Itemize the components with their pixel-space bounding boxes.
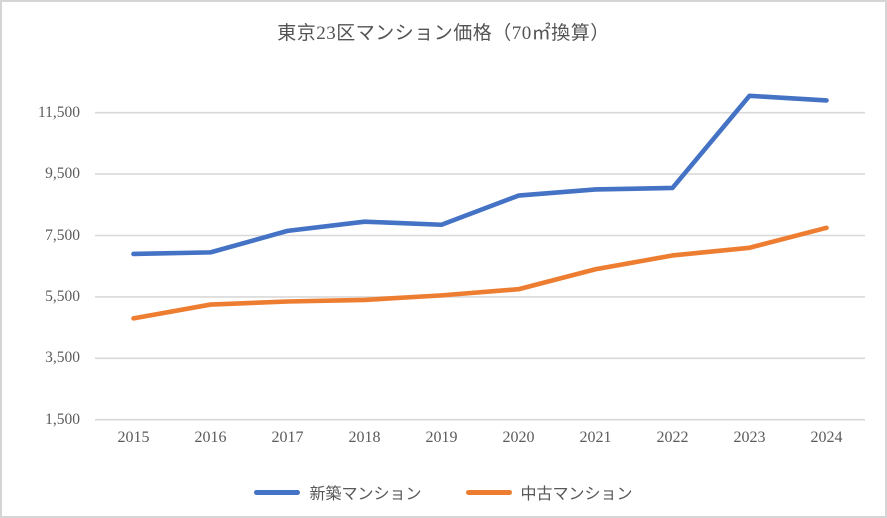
- x-tick-label: 2018: [348, 429, 381, 446]
- legend-line-swatch-new: [254, 489, 301, 495]
- legend-label-new: 新築マンション: [309, 486, 422, 503]
- x-tick-label: 2022: [656, 429, 689, 446]
- x-tick-label: 2016: [194, 429, 227, 446]
- y-tick-label: 1,500: [45, 410, 80, 428]
- x-tick-label: 2015: [117, 429, 150, 446]
- y-tick-label: 3,500: [45, 349, 80, 367]
- x-tick-label: 2020: [502, 429, 535, 446]
- x-tick-label: 2021: [579, 429, 612, 446]
- y-tick-label: 5,500: [45, 287, 80, 305]
- chart-title: 東京23区マンション価格（70㎡換算）: [277, 23, 610, 44]
- y-tick-label: 9,500: [45, 165, 80, 183]
- y-tick-label: 7,500: [45, 226, 80, 244]
- legend-label-used: 中古マンション: [520, 486, 633, 503]
- x-tick-label: 2024: [810, 429, 843, 446]
- series-line-new: [131, 93, 829, 257]
- series-line-used: [131, 225, 829, 321]
- x-tick-label: 2019: [425, 429, 458, 446]
- y-tick-label: 11,500: [37, 103, 80, 121]
- legend: 新築マンション 中古マンション: [2, 480, 885, 504]
- x-tick-label: 2023: [733, 429, 766, 446]
- legend-item-new: 新築マンション: [254, 480, 422, 504]
- legend-item-used: 中古マンション: [465, 480, 633, 504]
- x-tick-label: 2017: [271, 429, 304, 446]
- legend-line-swatch-used: [465, 489, 512, 495]
